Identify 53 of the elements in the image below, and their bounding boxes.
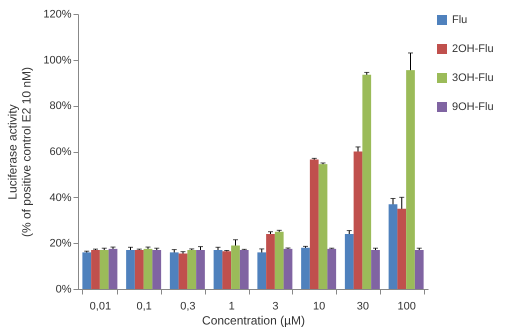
legend-label: Flu <box>452 14 468 26</box>
x-tick-label: 1 <box>228 300 235 312</box>
bar <box>371 250 380 289</box>
x-tick-label: 0,1 <box>136 300 152 312</box>
y-axis-title: Luciferase activity (% of positive control E2 10 nM) <box>5 66 34 238</box>
bar <box>187 250 196 289</box>
bar <box>170 252 179 289</box>
x-tick-label: 30 <box>356 300 369 312</box>
bar <box>327 248 336 289</box>
y-tick-label: 100% <box>43 54 72 66</box>
bar <box>406 70 415 289</box>
bar <box>126 250 135 289</box>
x-tick-label: 100 <box>397 300 416 312</box>
bar <box>266 234 275 289</box>
legend-label: 9OH-Flu <box>452 101 494 113</box>
bar <box>91 250 100 289</box>
bar <box>178 253 188 289</box>
x-tick-label: 0,3 <box>180 300 196 312</box>
bar <box>108 248 118 289</box>
bar <box>362 74 372 289</box>
y-tick-label: 40% <box>49 192 72 204</box>
x-tick-label: 0,01 <box>90 300 112 312</box>
bar <box>231 245 240 289</box>
bar <box>100 250 109 289</box>
y-tick-label: 120% <box>43 8 72 20</box>
bar <box>82 252 92 289</box>
bar <box>388 204 398 289</box>
bar <box>310 160 319 289</box>
bar <box>214 250 222 289</box>
x-tick-label: 10 <box>313 300 326 312</box>
x-tick-label: 3 <box>272 300 278 312</box>
bar <box>397 208 406 289</box>
bar <box>257 252 266 289</box>
bar <box>222 251 232 289</box>
bar <box>414 250 424 289</box>
y-tick-label: 0% <box>56 284 72 296</box>
y-tick-label: 80% <box>49 100 72 112</box>
bar <box>144 248 152 289</box>
y-tick-label: 60% <box>49 146 72 158</box>
bar <box>196 250 205 289</box>
bar <box>240 250 249 289</box>
legend-label: 3OH-Flu <box>452 72 494 84</box>
bar <box>318 164 328 289</box>
bar <box>301 248 310 289</box>
x-axis-title: Concentration (µM) <box>202 314 305 328</box>
bar <box>284 248 292 289</box>
legend-label: 2OH-Flu <box>452 43 494 55</box>
bar <box>134 250 144 289</box>
bar <box>152 250 162 289</box>
bar <box>274 232 284 289</box>
bar <box>354 152 362 289</box>
y-tick-label: 20% <box>49 238 72 250</box>
bar <box>344 234 354 289</box>
